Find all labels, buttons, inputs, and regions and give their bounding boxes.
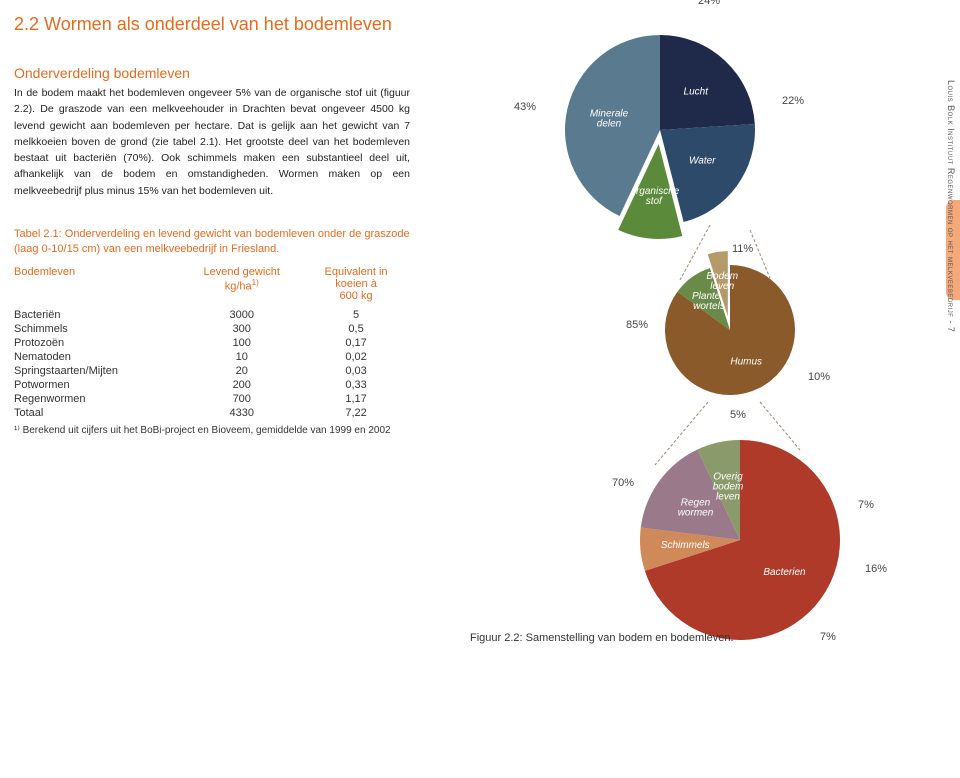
- subhead: Onderverdeling bodemleven: [14, 65, 410, 81]
- svg-text:7%: 7%: [858, 499, 874, 511]
- body-paragraph: In de bodem maakt het bodemleven ongevee…: [14, 85, 410, 199]
- svg-text:10%: 10%: [808, 371, 830, 383]
- svg-text:Water: Water: [689, 155, 716, 166]
- svg-text:Lucht: Lucht: [684, 87, 710, 98]
- figure-pies: LuchtWaterOrganischestofMineraledelen24%…: [430, 10, 910, 650]
- table-row: Potwormen2000,33: [14, 378, 410, 392]
- table-row: Nematoden100,02: [14, 350, 410, 364]
- svg-text:Regenwormen: Regenwormen: [678, 497, 714, 518]
- svg-text:5%: 5%: [730, 409, 746, 421]
- svg-text:70%: 70%: [612, 477, 634, 489]
- col-header-3: Equivalent inkoeien à600 kg: [306, 264, 410, 308]
- svg-text:22%: 22%: [782, 95, 804, 107]
- svg-text:Bacterien: Bacterien: [763, 567, 806, 578]
- table-row: Regenwormen7001,17: [14, 392, 410, 406]
- svg-text:7%: 7%: [820, 631, 836, 643]
- table-caption: Tabel 2.1: Onderverdeling en levend gewi…: [14, 227, 410, 258]
- svg-text:16%: 16%: [865, 563, 887, 575]
- svg-text:Schimmels: Schimmels: [661, 540, 710, 551]
- svg-text:85%: 85%: [626, 319, 648, 331]
- svg-text:Bodemleven: Bodemleven: [706, 271, 738, 292]
- table-row: Springstaarten/Mijten200,03: [14, 364, 410, 378]
- side-margin: Louis Bolk Instituut Regenwormen op het …: [930, 0, 960, 778]
- table-row: Protozoën1000,17: [14, 336, 410, 350]
- side-running-text: Louis Bolk Instituut Regenwormen op het …: [946, 80, 956, 680]
- table-footnote: ¹⁾ Berekend uit cijfers uit het BoBi-pro…: [14, 424, 410, 438]
- data-table: Bodemleven Levend gewichtkg/ha1) Equival…: [14, 264, 410, 420]
- svg-text:43%: 43%: [514, 101, 536, 113]
- col-header-2: Levend gewichtkg/ha1): [181, 264, 306, 308]
- table-row: Totaal43307,22: [14, 406, 410, 420]
- svg-text:24%: 24%: [698, 0, 720, 7]
- section-title: 2.2 Wormen als onderdeel van het bodemle…: [14, 14, 410, 35]
- col-header-1: Bodemleven: [14, 264, 181, 308]
- svg-text:Overigbodemleven: Overigbodemleven: [713, 471, 744, 502]
- table-row: Schimmels3000,5: [14, 322, 410, 336]
- svg-text:11%: 11%: [732, 243, 753, 255]
- pie-svg: LuchtWaterOrganischestofMineraledelen24%…: [430, 10, 910, 670]
- figure-caption: Figuur 2.2: Samenstelling van bodem en b…: [470, 632, 734, 644]
- table-row: Bacteriën30005: [14, 308, 410, 322]
- svg-text:Humus: Humus: [730, 356, 762, 367]
